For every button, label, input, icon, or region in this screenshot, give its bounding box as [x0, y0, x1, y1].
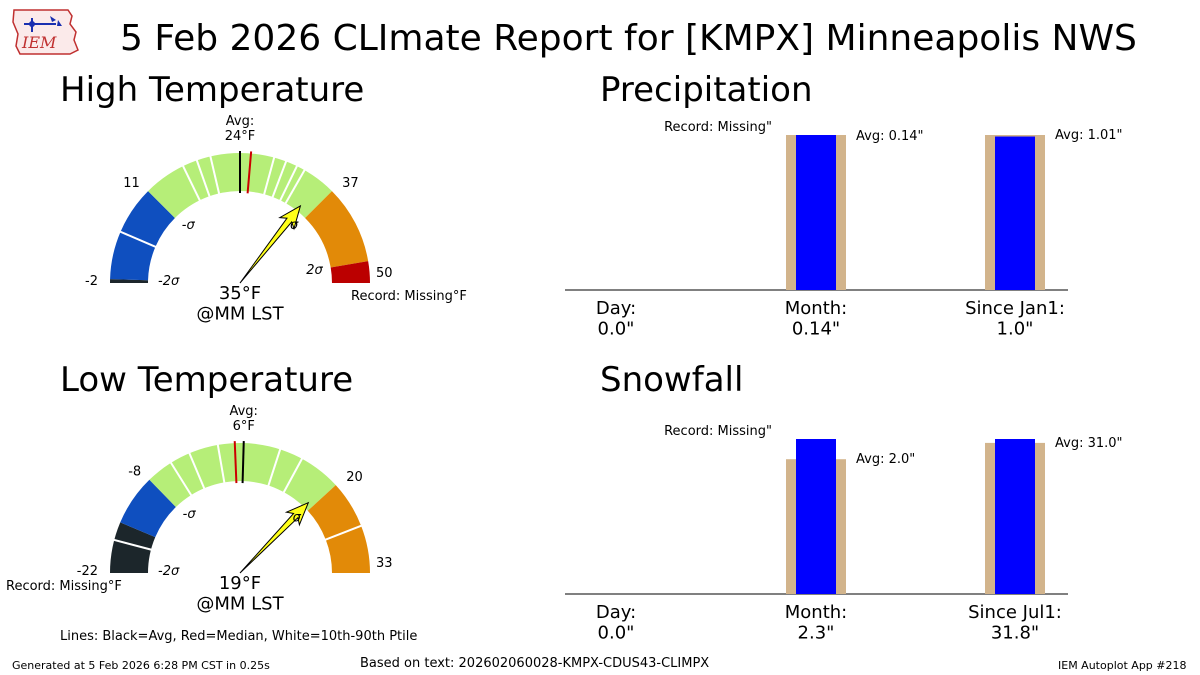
- low-temp-ptile-line: [112, 538, 154, 552]
- snow-avg-label: Avg: 31.0": [1055, 436, 1123, 451]
- low-temp-ptile-line: [187, 451, 206, 491]
- low-temp-max-label: 33: [376, 556, 393, 571]
- low-temp-ptile-line: [323, 524, 364, 542]
- low-temp-pos1sigma-label: σ: [293, 510, 302, 525]
- low-temp-observed-label: 19°F @MM LST: [196, 573, 284, 615]
- snow-category-label: Month: 2.3": [785, 602, 847, 644]
- high-temp-needle: [239, 204, 302, 284]
- high-temp-pos1sigma-label: σ: [290, 218, 299, 233]
- precip-avg-label: Avg: 1.01": [1055, 128, 1123, 143]
- high-temp-record-label: Record: Missing°F: [351, 289, 467, 304]
- high-temp-ptile-line: [283, 167, 307, 206]
- logo-text: IEM: [21, 33, 57, 52]
- precip-avg-label: Avg: 0.14": [856, 129, 924, 144]
- high-temp-neg1sigma-label: -σ: [182, 218, 196, 233]
- low-temp-avg-line: [241, 441, 245, 484]
- snow-obs-bar: [796, 439, 836, 594]
- low-temp-ptile-line: [282, 456, 304, 495]
- high-temp-ptile-line: [270, 159, 288, 200]
- snow-avg-label: Avg: 2.0": [856, 452, 915, 467]
- snow-category-label: Day: 0.0": [596, 602, 636, 644]
- high-temp-median-line: [246, 151, 253, 194]
- precip-category-label: Day: 0.0": [596, 298, 636, 340]
- low-temp-ptile-line: [169, 460, 194, 498]
- precip-obs-bar: [995, 136, 1035, 290]
- precip-category-label: Since Jan1: 1.0": [965, 298, 1065, 340]
- high-temp-ptile-line: [181, 163, 202, 203]
- low-temp-record-label: Record: Missing°F: [6, 579, 122, 594]
- high-temp-zone: [110, 191, 175, 281]
- low-temp-neg1sigma-label: -σ: [183, 507, 197, 522]
- low-temp-min-label: -22: [77, 564, 98, 579]
- low-temp-avg-label: Avg: 6°F: [229, 404, 257, 434]
- high-temp-ptile-line: [262, 155, 276, 197]
- low-temp-ptile-line: [266, 447, 282, 488]
- snow-heading: Snowfall: [600, 360, 744, 400]
- generated-footer: Generated at 5 Feb 2026 6:28 PM CST in 0…: [12, 659, 270, 672]
- source-footer: Based on text: 202602060028-KMPX-CDUS43-…: [360, 656, 710, 671]
- precip-obs-bar: [796, 135, 836, 290]
- page-title: 5 Feb 2026 CLImate Report for [KMPX] Min…: [120, 18, 1137, 59]
- low-temp-neg2sigma-label: -2σ: [158, 564, 180, 579]
- precip-category-label: Month: 0.14": [785, 298, 847, 340]
- high-temp-avg-label: Avg: 24°F: [225, 114, 256, 144]
- low-temp-ptile-line: [216, 442, 226, 485]
- low-temp-high-sigma-value: 20: [346, 470, 363, 485]
- low-temp-needle: [239, 501, 310, 574]
- snow-obs-bar: [995, 439, 1035, 594]
- low-temp-low-sigma-value: -8: [128, 464, 141, 479]
- low-temp-zone: [307, 485, 370, 573]
- snow-category-label: Since Jul1: 31.8": [968, 602, 1062, 644]
- low-temp-zone: [110, 522, 156, 573]
- legend-note: Lines: Black=Avg, Red=Median, White=10th…: [60, 629, 418, 644]
- high-temp-observed-label: 35°F @MM LST: [196, 283, 284, 325]
- iem-logo: IEM: [10, 6, 82, 58]
- snow-record-label: Record: Missing": [664, 424, 772, 439]
- precip-record-label: Record: Missing": [664, 120, 772, 135]
- high-temp-ptile-line: [278, 163, 299, 203]
- low-temp-heading: Low Temperature: [60, 360, 354, 400]
- high-temp-pos2sigma-label: 2σ: [306, 263, 323, 278]
- app-footer: IEM Autoplot App #218: [1058, 659, 1187, 672]
- high-temp-max-label: 50: [376, 266, 393, 281]
- high-temp-ptile-line: [118, 230, 158, 249]
- high-temp-zone: [330, 261, 370, 283]
- high-temp-neg2sigma-label: -2σ: [158, 274, 180, 289]
- precip-heading: Precipitation: [600, 70, 813, 110]
- low-temp-zone: [120, 479, 176, 538]
- high-temp-ptile-line: [208, 154, 221, 196]
- high-temp-zone: [305, 191, 369, 268]
- high-temp-heading: High Temperature: [60, 70, 365, 110]
- high-temp-ptile-line: [195, 158, 212, 199]
- high-temp-low-sigma-value: 11: [123, 176, 140, 191]
- low-temp-median-line: [233, 441, 238, 484]
- high-temp-zone: [110, 279, 149, 283]
- high-temp-min-label: -2: [85, 274, 98, 289]
- high-temp-high-sigma-value: 37: [342, 176, 359, 191]
